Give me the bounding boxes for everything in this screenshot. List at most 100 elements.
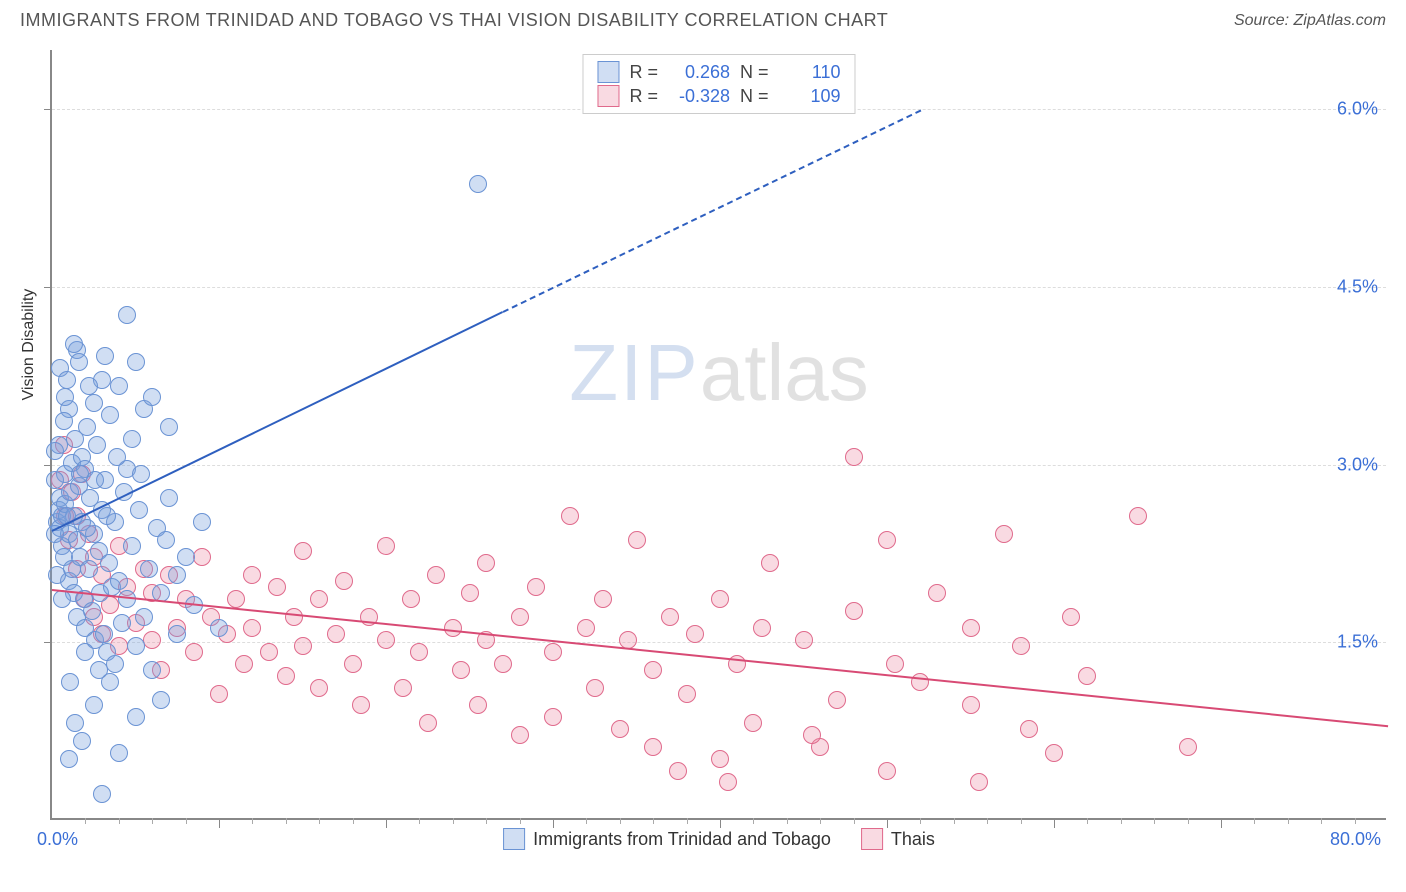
data-point-b	[753, 619, 771, 637]
trend-line	[502, 109, 920, 312]
data-point-a	[70, 353, 88, 371]
data-point-a	[135, 608, 153, 626]
chart-title: IMMIGRANTS FROM TRINIDAD AND TOBAGO VS T…	[20, 10, 888, 31]
data-point-a	[127, 353, 145, 371]
n-value-a: 110	[779, 62, 841, 83]
y-tick-label: 4.5%	[1337, 276, 1378, 297]
x-tick	[887, 818, 888, 828]
data-point-b	[185, 643, 203, 661]
legend-label-a: Immigrants from Trinidad and Tobago	[533, 829, 831, 850]
data-point-a	[127, 708, 145, 726]
data-point-b	[586, 679, 604, 697]
r-value-b: -0.328	[668, 86, 730, 107]
data-point-b	[1020, 720, 1038, 738]
data-point-b	[644, 738, 662, 756]
data-point-a	[55, 412, 73, 430]
series-legend: Immigrants from Trinidad and Tobago Thai…	[503, 828, 935, 850]
data-point-a	[110, 377, 128, 395]
data-point-b	[886, 655, 904, 673]
data-point-a	[58, 371, 76, 389]
data-point-b	[970, 773, 988, 791]
chart-area: ZIPatlas R = 0.268 N = 110 R = -0.328 N …	[50, 50, 1386, 820]
data-point-b	[243, 619, 261, 637]
data-point-a	[132, 465, 150, 483]
data-point-a	[86, 471, 104, 489]
swatch-b	[597, 85, 619, 107]
data-point-b	[678, 685, 696, 703]
data-point-b	[377, 631, 395, 649]
data-point-b	[511, 608, 529, 626]
data-point-b	[711, 750, 729, 768]
data-point-a	[110, 744, 128, 762]
data-point-b	[962, 696, 980, 714]
data-point-b	[260, 643, 278, 661]
data-point-a	[118, 306, 136, 324]
data-point-b	[644, 661, 662, 679]
data-point-b	[285, 608, 303, 626]
data-point-b	[294, 542, 312, 560]
data-point-b	[394, 679, 412, 697]
data-point-b	[928, 584, 946, 602]
data-point-a	[177, 548, 195, 566]
data-point-b	[561, 507, 579, 525]
data-point-b	[1179, 738, 1197, 756]
data-point-b	[611, 720, 629, 738]
swatch-a-bottom	[503, 828, 525, 850]
data-point-b	[243, 566, 261, 584]
data-point-b	[628, 531, 646, 549]
stats-row-b: R = -0.328 N = 109	[597, 85, 840, 107]
data-point-a	[76, 643, 94, 661]
data-point-b	[427, 566, 445, 584]
swatch-a	[597, 61, 619, 83]
data-point-a	[123, 537, 141, 555]
data-point-b	[544, 708, 562, 726]
data-point-a	[56, 388, 74, 406]
x-min-label: 0.0%	[37, 829, 78, 850]
data-point-b	[803, 726, 821, 744]
data-point-b	[1129, 507, 1147, 525]
data-point-b	[878, 531, 896, 549]
data-point-a	[168, 566, 186, 584]
data-point-a	[93, 785, 111, 803]
data-point-b	[711, 590, 729, 608]
data-point-b	[235, 655, 253, 673]
legend-item-a: Immigrants from Trinidad and Tobago	[503, 828, 831, 850]
data-point-a	[193, 513, 211, 531]
data-point-b	[310, 590, 328, 608]
data-point-b	[477, 554, 495, 572]
data-point-a	[130, 501, 148, 519]
data-point-a	[160, 418, 178, 436]
data-point-a	[168, 625, 186, 643]
data-point-a	[85, 394, 103, 412]
data-point-b	[143, 631, 161, 649]
data-point-a	[95, 625, 113, 643]
data-point-a	[160, 489, 178, 507]
gridline	[52, 287, 1386, 288]
x-max-label: 80.0%	[1330, 829, 1381, 850]
data-point-a	[143, 661, 161, 679]
data-point-b	[761, 554, 779, 572]
data-point-b	[845, 602, 863, 620]
data-point-b	[452, 661, 470, 679]
data-point-b	[911, 673, 929, 691]
data-point-b	[577, 619, 595, 637]
data-point-b	[511, 726, 529, 744]
data-point-b	[962, 619, 980, 637]
data-point-b	[469, 696, 487, 714]
data-point-b	[1062, 608, 1080, 626]
data-point-a	[113, 614, 131, 632]
n-value-b: 109	[779, 86, 841, 107]
y-tick-label: 6.0%	[1337, 99, 1378, 120]
data-point-a	[90, 661, 108, 679]
data-point-a	[46, 442, 64, 460]
data-point-b	[1012, 637, 1030, 655]
data-point-b	[377, 537, 395, 555]
data-point-a	[100, 554, 118, 572]
data-point-b	[795, 631, 813, 649]
data-point-a	[127, 637, 145, 655]
trend-line	[52, 589, 1388, 727]
r-label-a: R =	[629, 62, 658, 83]
data-point-b	[402, 590, 420, 608]
legend-item-b: Thais	[861, 828, 935, 850]
data-point-a	[110, 572, 128, 590]
